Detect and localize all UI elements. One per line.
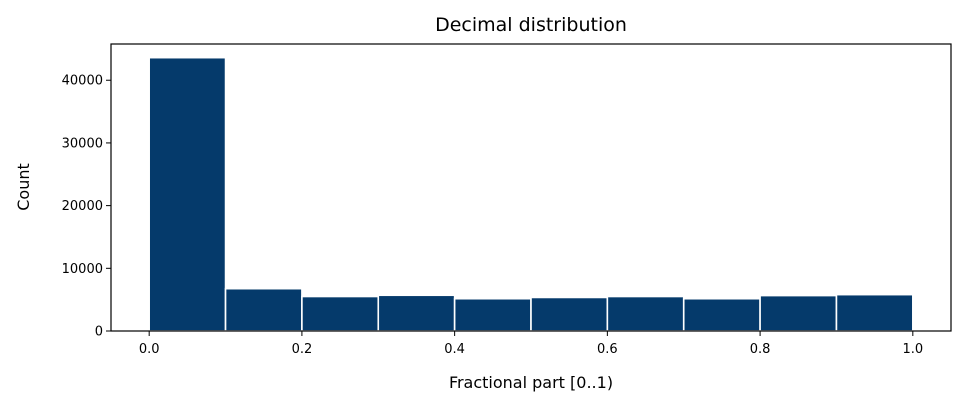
- histogram-bar-6: [606, 295, 685, 332]
- histogram-bar-8: [759, 294, 838, 332]
- histogram-bar-7: [682, 297, 761, 332]
- x-tick-label: 0.8: [750, 342, 771, 357]
- x-tick-label: 0.6: [597, 342, 618, 357]
- x-tick-label: 1.0: [902, 342, 923, 357]
- histogram-bar-4: [453, 297, 532, 332]
- y-tick-label: 20000: [62, 199, 103, 214]
- y-tick-label: 10000: [62, 262, 103, 277]
- y-tick-label: 0: [95, 325, 103, 340]
- histogram-bar-3: [377, 294, 456, 332]
- x-tick-label: 0.2: [292, 342, 313, 357]
- y-axis-label: Count: [14, 163, 33, 211]
- y-ticks-group: 0 10000 20000 30000 40000: [62, 74, 111, 340]
- histogram-bar-9: [835, 293, 914, 332]
- x-ticks-group: 0.0 0.2 0.4 0.6 0.8 1.0: [139, 331, 923, 357]
- x-tick-label: 0.0: [139, 342, 160, 357]
- y-tick-label: 30000: [62, 136, 103, 151]
- histogram-bar-0: [148, 56, 227, 332]
- histogram-bar-1: [224, 287, 303, 332]
- histogram-bar-2: [301, 295, 380, 332]
- plot-frame: [110, 43, 952, 332]
- histogram-bar-5: [530, 296, 609, 332]
- chart-title: Decimal distribution: [435, 14, 627, 36]
- x-axis-label: Fractional part [0..1): [449, 373, 613, 392]
- y-tick-label: 40000: [62, 74, 103, 89]
- bars-group: [148, 56, 914, 332]
- x-tick-label: 0.4: [444, 342, 465, 357]
